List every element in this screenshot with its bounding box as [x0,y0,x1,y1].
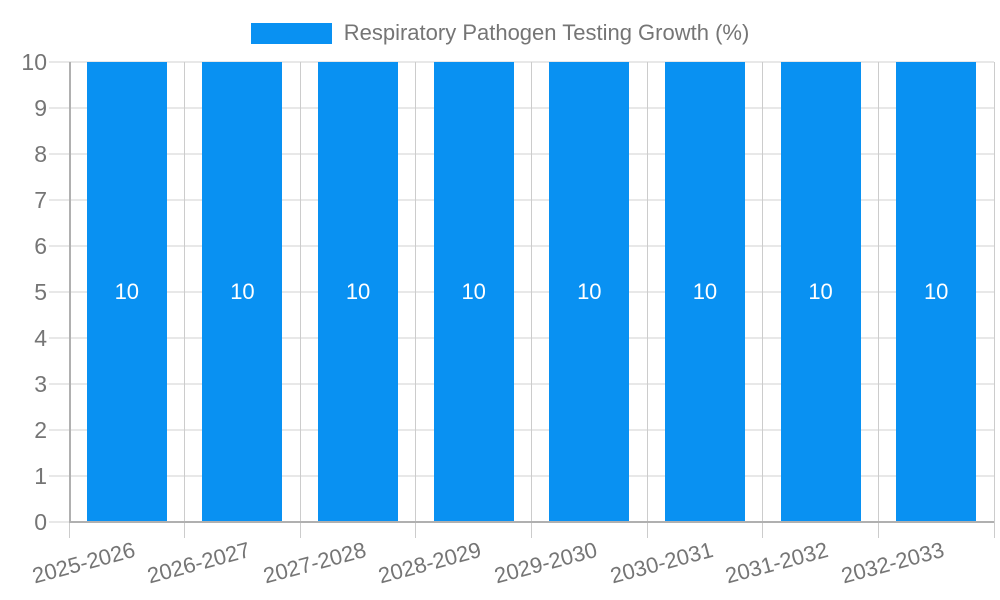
x-tick-label-2029-2030: 2029-2030 [491,537,600,589]
gridline-x-2 [299,62,301,538]
bar-2028-2029[interactable]: 10 [433,62,514,522]
bar-2029-2030[interactable]: 10 [549,62,630,522]
bar-value-label: 10 [230,279,255,304]
x-tick-label-2030-2031: 2030-2031 [607,537,716,589]
y-tick-label-1: 1 [34,463,47,489]
gridline-x-5 [646,62,648,538]
bar-value-label: 10 [692,279,718,304]
x-tick-label-2027-2028: 2027-2028 [260,537,369,589]
bar-value-label: 10 [923,279,949,304]
y-tick-label-9: 9 [34,95,47,121]
x-tick-label-2032-2033: 2032-2033 [838,537,947,589]
legend-swatch [250,22,332,44]
y-tick-label-10: 10 [21,49,47,75]
x-tick-label-2026-2027: 2026-2027 [144,537,253,589]
gridline-y-1 [49,475,994,477]
y-tick-label-6: 6 [34,233,47,259]
gridline-y-5 [49,291,994,293]
y-tick-label-3: 3 [34,371,47,397]
bar-value-label: 10 [577,279,602,304]
bar-2032-2033[interactable]: 10 [896,62,977,522]
y-tick-label-4: 4 [34,325,47,351]
gridline-y-6 [49,245,994,247]
plot-area: 10 10 10 10 10 10 10 10 [49,61,995,538]
gridline-x-3 [415,62,417,538]
gridline-y-2 [49,429,994,431]
bar-2025-2026[interactable]: 10 [86,62,167,522]
gridline-y-8 [49,153,994,155]
x-axis-baseline [69,521,994,523]
y-axis-line [69,62,71,522]
gridline-x-4 [531,62,532,538]
chart-legend[interactable]: Respiratory Pathogen Testing Growth (%) [0,20,1000,46]
bar-value-label: 10 [808,279,833,304]
gridline-x-6 [762,62,764,538]
gridline-x-8 [993,62,995,538]
x-tick-label-2031-2032: 2031-2032 [722,537,832,589]
y-tick-label-5: 5 [34,279,47,305]
bar-2026-2027[interactable]: 10 [202,62,283,522]
gridline-y-3 [49,383,994,385]
bar-2031-2032[interactable]: 10 [780,62,861,522]
bar-value-label: 10 [461,279,486,304]
bar-2030-2031[interactable]: 10 [664,62,745,522]
bar-2027-2028[interactable]: 10 [318,62,399,522]
gridline-y-9 [49,107,994,109]
gridline-x-1 [184,62,186,538]
gridline-x-7 [877,62,879,538]
x-tick-label-2028-2029: 2028-2029 [376,537,485,589]
bar-value-label: 10 [345,279,371,304]
legend-series-label: Respiratory Pathogen Testing Growth (%) [343,20,750,45]
y-tick-label-2: 2 [34,417,47,443]
gridline-y-10 [49,61,994,63]
x-tick-label-2025-2026: 2025-2026 [29,537,138,589]
y-tick-label-8: 8 [34,141,47,167]
y-tick-label-7: 7 [34,187,47,213]
y-tick-label-0: 0 [34,509,47,535]
bar-value-label: 10 [114,279,140,304]
gridline-y-7 [49,199,994,201]
gridline-y-4 [49,337,994,339]
